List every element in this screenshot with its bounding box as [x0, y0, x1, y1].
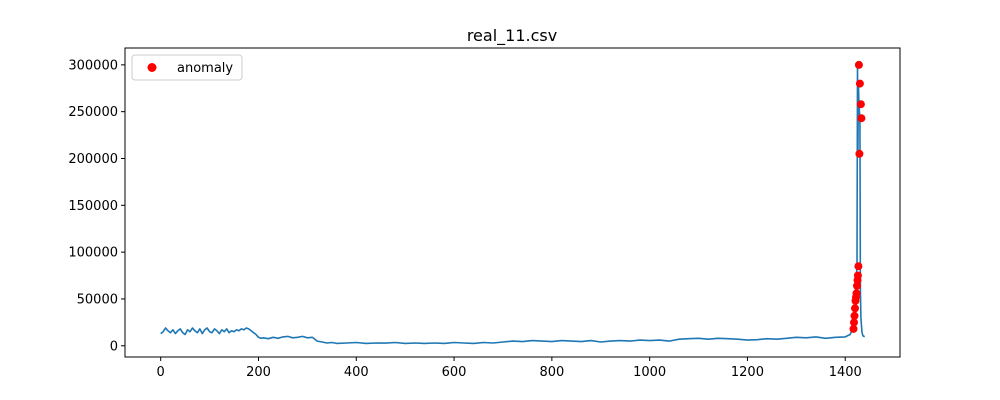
anomaly-point [849, 324, 858, 333]
legend-box [131, 54, 243, 81]
axis-ticks: 0 200 400 600 800 1000 1200 1400 0 50000 100000 150… [68, 58, 861, 380]
y-tick-label: 300000 [68, 58, 118, 73]
x-tick-label: 1200 [731, 365, 764, 380]
anomaly-point [852, 289, 861, 298]
x-tick-label: 1000 [633, 365, 666, 380]
legend-anomaly-marker [147, 63, 157, 72]
x-tick-label: 0 [157, 365, 165, 380]
series-line [160, 64, 865, 345]
anomaly-point [854, 262, 863, 271]
x-tick-label: 1400 [829, 365, 862, 380]
y-tick-label: 0 [110, 339, 118, 354]
anomaly-point [854, 60, 863, 69]
x-tick-label: 400 [344, 365, 369, 380]
y-tick-label: 50000 [77, 292, 118, 307]
y-tick-label: 100000 [68, 246, 118, 261]
legend: anomaly [131, 54, 243, 81]
anomaly-point [853, 271, 862, 280]
anomaly-point [855, 149, 864, 158]
y-tick-label: 250000 [68, 105, 118, 120]
anomaly-point [850, 311, 859, 320]
anomaly-point [857, 114, 866, 123]
anomaly-point [850, 318, 858, 327]
x-tick-label: 800 [539, 365, 564, 380]
anomaly-point [851, 304, 859, 313]
axes-frame [124, 47, 901, 358]
plot-area [160, 60, 866, 345]
anomaly-point [856, 100, 865, 109]
x-tick-label: 200 [246, 365, 271, 380]
y-tick-label: 150000 [68, 199, 118, 214]
x-tick-label: 600 [442, 365, 467, 380]
y-tick-label: 200000 [68, 152, 118, 167]
chart-title: real_11.csv [467, 26, 557, 46]
legend-label-anomaly: anomaly [177, 61, 233, 76]
anomaly-point [855, 79, 864, 88]
